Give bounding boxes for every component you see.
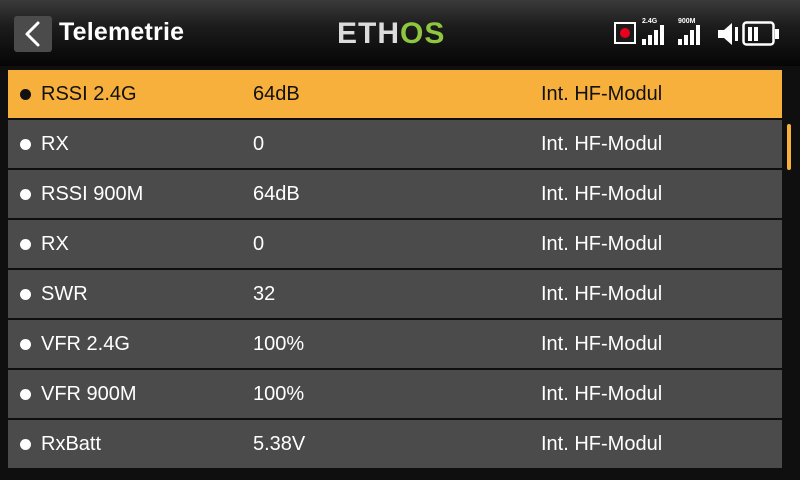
sensor-row[interactable]: RSSI 2.4G 64dB Int. HF-Modul <box>8 70 782 118</box>
sensor-row[interactable]: SWR 32 Int. HF-Modul <box>8 270 782 318</box>
record-icon <box>614 22 636 44</box>
sensor-name: VFR 900M <box>41 383 137 405</box>
sensor-row[interactable]: VFR 900M 100% Int. HF-Modul <box>8 370 782 418</box>
sensor-row[interactable]: RX 0 Int. HF-Modul <box>8 220 782 268</box>
sensor-name: RX <box>41 133 69 155</box>
bullet-icon <box>20 139 31 150</box>
sensor-name: RSSI 900M <box>41 183 144 205</box>
back-arrow-icon <box>25 21 40 47</box>
speaker-icon <box>718 23 738 45</box>
telemetry-sensor-list: RSSI 2.4G 64dB Int. HF-Modul RX 0 Int. H… <box>8 70 782 470</box>
signal-900m-label: 900M <box>678 18 696 25</box>
sensor-value: 100% <box>253 383 305 405</box>
sensor-name: RX <box>41 233 69 255</box>
signal-2-4g-label: 2.4G <box>642 18 658 25</box>
sensor-name: VFR 2.4G <box>41 333 130 355</box>
bullet-icon <box>20 89 31 100</box>
sensor-name: RxBatt <box>41 433 102 455</box>
sensor-value: 64dB <box>253 183 300 205</box>
signal-bars-icon <box>678 25 700 45</box>
page-title: Telemetrie <box>59 18 185 46</box>
sensor-value: 0 <box>253 133 265 155</box>
header-bar: Telemetrie ETHOS 2.4G 900M <box>0 0 800 66</box>
bullet-icon <box>20 289 31 300</box>
sensor-source: Int. HF-Modul <box>541 233 663 255</box>
signal-bars-icon <box>642 25 664 45</box>
sensor-source: Int. HF-Modul <box>541 283 663 305</box>
bullet-icon <box>20 239 31 250</box>
sensor-value: 0 <box>253 233 265 255</box>
ethos-logo: ETHOS <box>337 17 446 50</box>
sensor-value: 100% <box>253 333 305 355</box>
sensor-source: Int. HF-Modul <box>541 433 663 455</box>
sensor-value: 5.38V <box>253 433 306 455</box>
sensor-value: 32 <box>253 283 276 305</box>
back-button[interactable] <box>14 16 52 52</box>
bullet-icon <box>20 339 31 350</box>
bullet-icon <box>20 189 31 200</box>
bullet-icon <box>20 439 31 450</box>
sensor-row[interactable]: RSSI 900M 64dB Int. HF-Modul <box>8 170 782 218</box>
sensor-source: Int. HF-Modul <box>541 133 663 155</box>
sensor-row[interactable]: VFR 2.4G 100% Int. HF-Modul <box>8 320 782 368</box>
scrollbar[interactable] <box>787 124 791 170</box>
sensor-value: 64dB <box>253 83 300 105</box>
sensor-source: Int. HF-Modul <box>541 333 663 355</box>
sensor-row[interactable]: RxBatt 5.38V Int. HF-Modul <box>8 420 782 468</box>
sensor-source: Int. HF-Modul <box>541 83 663 105</box>
sensor-row[interactable]: RX 0 Int. HF-Modul <box>8 120 782 168</box>
sensor-source: Int. HF-Modul <box>541 383 663 405</box>
battery-icon <box>742 21 779 46</box>
sensor-name: RSSI 2.4G <box>41 83 137 105</box>
sensor-source: Int. HF-Modul <box>541 183 663 205</box>
sensor-name: SWR <box>41 283 88 305</box>
bullet-icon <box>20 389 31 400</box>
